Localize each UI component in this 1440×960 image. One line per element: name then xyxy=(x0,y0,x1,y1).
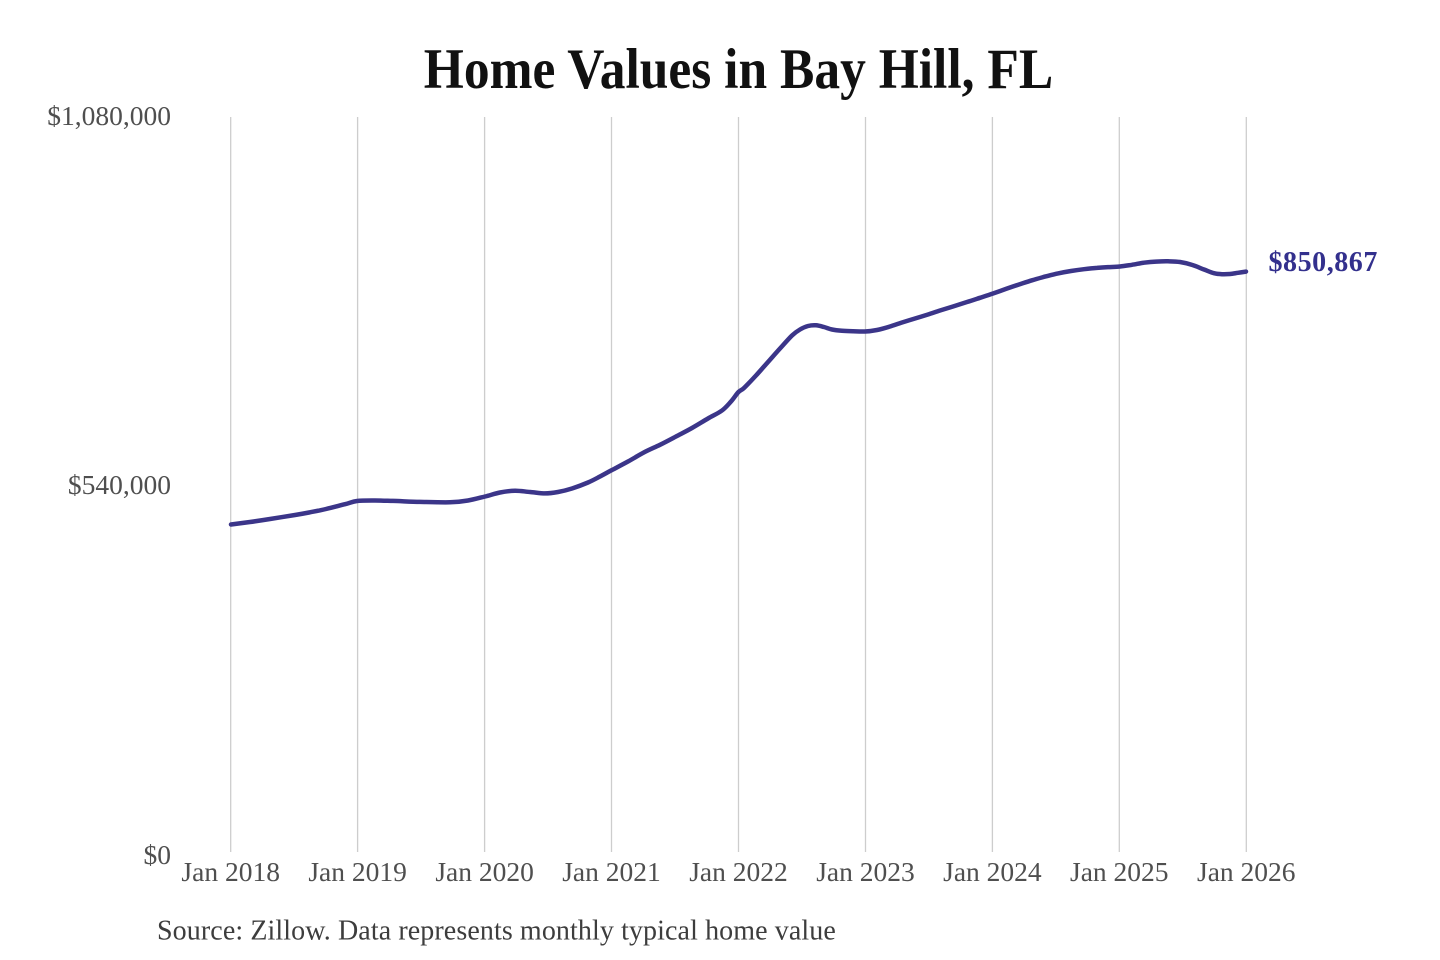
svg-text:Jan 2026: Jan 2026 xyxy=(1197,856,1296,887)
svg-text:$1,080,000: $1,080,000 xyxy=(47,100,171,131)
svg-text:Jan 2023: Jan 2023 xyxy=(816,856,915,887)
svg-text:Jan 2021: Jan 2021 xyxy=(562,856,661,887)
svg-text:Jan 2018: Jan 2018 xyxy=(181,856,280,887)
svg-text:Jan 2022: Jan 2022 xyxy=(689,856,788,887)
svg-text:Source: Zillow. Data represent: Source: Zillow. Data represents monthly … xyxy=(157,916,836,947)
svg-text:Home Values in Bay Hill, FL: Home Values in Bay Hill, FL xyxy=(424,38,1053,101)
svg-text:Jan 2020: Jan 2020 xyxy=(435,856,534,887)
svg-text:Jan 2019: Jan 2019 xyxy=(308,856,407,887)
svg-text:Jan 2025: Jan 2025 xyxy=(1070,856,1169,887)
svg-text:$540,000: $540,000 xyxy=(68,469,171,500)
svg-text:$0: $0 xyxy=(144,839,172,870)
svg-text:Jan 2024: Jan 2024 xyxy=(943,856,1042,887)
svg-text:$850,867: $850,867 xyxy=(1269,247,1378,278)
